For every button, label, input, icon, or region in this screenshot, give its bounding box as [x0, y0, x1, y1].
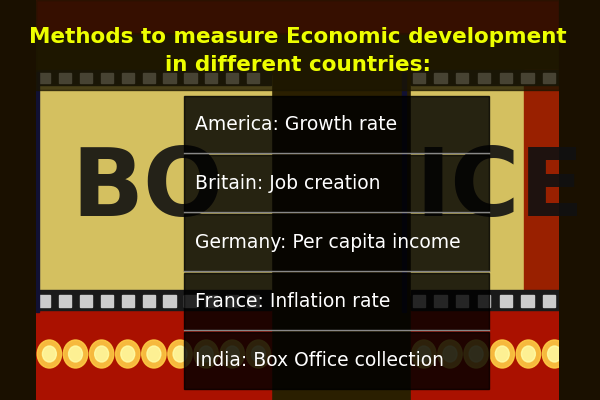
Bar	[184, 73, 197, 83]
Bar	[205, 295, 217, 307]
Bar	[80, 295, 92, 307]
Circle shape	[226, 346, 239, 362]
Circle shape	[116, 340, 140, 368]
Circle shape	[464, 340, 488, 368]
Bar	[38, 73, 50, 83]
Bar	[521, 295, 533, 307]
Bar	[184, 273, 489, 330]
Bar	[163, 73, 176, 83]
Bar	[37, 72, 39, 312]
Bar	[247, 73, 259, 83]
Bar	[143, 295, 155, 307]
Circle shape	[168, 340, 192, 368]
Bar	[59, 295, 71, 307]
Text: India: Box Office collection: India: Box Office collection	[195, 351, 444, 370]
Text: in different countries:: in different countries:	[164, 55, 431, 75]
Bar	[524, 70, 559, 310]
Circle shape	[142, 340, 166, 368]
Bar	[37, 290, 271, 310]
Circle shape	[469, 346, 483, 362]
Circle shape	[121, 346, 135, 362]
Bar	[402, 72, 406, 312]
Circle shape	[64, 340, 88, 368]
Circle shape	[542, 340, 567, 368]
Bar	[226, 73, 238, 83]
Circle shape	[199, 346, 213, 362]
Circle shape	[246, 340, 271, 368]
Bar	[122, 295, 134, 307]
Bar	[80, 73, 92, 83]
Circle shape	[37, 340, 62, 368]
Bar	[38, 295, 50, 307]
Bar	[411, 290, 559, 310]
Circle shape	[194, 340, 218, 368]
Text: France: Inflation rate: France: Inflation rate	[195, 292, 390, 311]
Circle shape	[495, 346, 509, 362]
Circle shape	[548, 346, 562, 362]
Bar	[163, 295, 176, 307]
Bar	[478, 73, 490, 83]
Bar	[247, 295, 259, 307]
Bar	[101, 73, 113, 83]
Bar	[37, 75, 271, 295]
Bar	[37, 70, 271, 85]
Bar	[184, 295, 197, 307]
Bar	[37, 0, 559, 35]
Circle shape	[443, 346, 457, 362]
Text: America: Growth rate: America: Growth rate	[195, 115, 397, 134]
Text: ICE: ICE	[415, 144, 584, 236]
Bar	[434, 295, 446, 307]
Bar	[413, 73, 425, 83]
Bar	[37, 0, 559, 90]
Bar	[37, 308, 271, 400]
Bar	[478, 295, 490, 307]
Bar	[184, 214, 489, 271]
Circle shape	[95, 346, 109, 362]
Circle shape	[490, 340, 514, 368]
Circle shape	[412, 340, 436, 368]
Circle shape	[220, 340, 244, 368]
Bar	[122, 73, 134, 83]
Text: Germany: Per capita income: Germany: Per capita income	[195, 233, 460, 252]
Bar	[411, 70, 559, 85]
Bar	[205, 73, 217, 83]
Bar	[456, 295, 468, 307]
Bar	[37, 33, 559, 45]
Bar	[411, 85, 559, 295]
Bar	[456, 73, 468, 83]
Bar	[59, 73, 71, 83]
Bar	[184, 96, 489, 153]
Bar	[543, 295, 556, 307]
Text: Methods to measure Economic development: Methods to measure Economic development	[29, 27, 566, 47]
Bar	[184, 155, 489, 212]
Bar	[184, 332, 489, 389]
Bar	[543, 73, 556, 83]
Text: BO: BO	[71, 144, 224, 236]
Text: Britain: Job creation: Britain: Job creation	[195, 174, 380, 193]
Circle shape	[43, 346, 56, 362]
Circle shape	[147, 346, 161, 362]
Circle shape	[89, 340, 114, 368]
Bar	[521, 73, 533, 83]
Circle shape	[521, 346, 535, 362]
Bar	[434, 73, 446, 83]
Bar	[500, 73, 512, 83]
Bar	[411, 308, 559, 400]
Circle shape	[417, 346, 431, 362]
Bar	[413, 295, 425, 307]
Bar	[500, 295, 512, 307]
Circle shape	[516, 340, 541, 368]
Bar	[101, 295, 113, 307]
Bar	[226, 295, 238, 307]
Circle shape	[173, 346, 187, 362]
Circle shape	[251, 346, 265, 362]
Circle shape	[68, 346, 82, 362]
Bar	[143, 73, 155, 83]
Circle shape	[438, 340, 462, 368]
